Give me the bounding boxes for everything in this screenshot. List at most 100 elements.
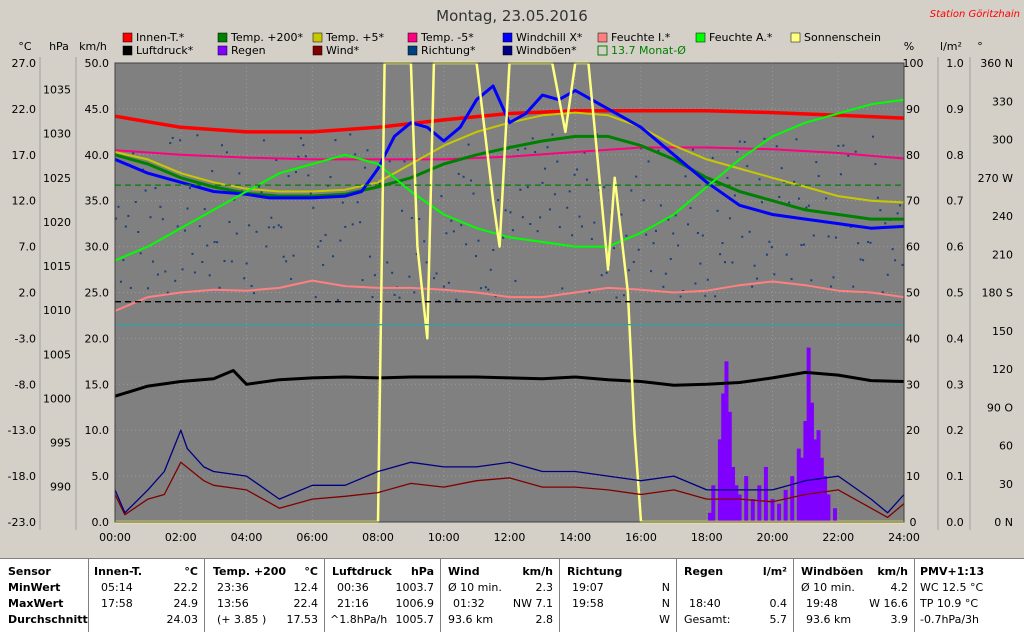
richtung-point: [571, 234, 574, 237]
legend-label: Wind*: [326, 44, 360, 57]
richtung-point: [410, 217, 413, 220]
tick-x: 00:00: [99, 531, 131, 544]
tick-degree: 270 W: [978, 172, 1013, 185]
legend-label: Feuchte A.*: [709, 31, 773, 44]
richtung-point: [184, 229, 187, 232]
regen-bar: [731, 466, 736, 522]
richtung-point: [272, 226, 275, 229]
legend-swatch: [122, 45, 133, 56]
series-line: [114, 461, 905, 519]
richtung-point: [854, 150, 857, 153]
unit-celsius: °C: [18, 40, 32, 53]
richtung-point: [336, 298, 339, 301]
tick-celsius: -8.0: [15, 378, 36, 391]
richtung-point: [391, 271, 394, 274]
richtung-point: [474, 255, 477, 258]
stats-pmv: PMV+1:13 WC 12.5 °C TP 10.9 °C -0.7hPa/3…: [915, 559, 1024, 632]
richtung-point: [344, 225, 347, 228]
richtung-point: [354, 153, 357, 156]
richtung-point: [807, 204, 810, 207]
richtung-point: [558, 226, 561, 229]
tick-lm2: 0.1: [946, 470, 964, 483]
richtung-point: [477, 239, 480, 242]
temp200-max-time: 13:56: [217, 597, 249, 610]
richtung-point: [852, 285, 855, 288]
regen-bar: [800, 457, 805, 522]
series-line: [114, 84, 905, 230]
richtung-point: [159, 205, 162, 208]
tick-lm2: 0.8: [946, 149, 964, 162]
richtung-point: [208, 274, 211, 277]
legend-label: Feuchte I.*: [611, 31, 671, 44]
tick-degree: 240: [992, 210, 1013, 223]
richtung-point: [287, 175, 290, 178]
richtung-point: [373, 274, 376, 277]
regen-bar: [809, 402, 814, 522]
richtung-point: [706, 278, 709, 281]
richtung-point: [553, 193, 556, 196]
richtung-point: [164, 270, 167, 273]
richtung-point: [830, 285, 833, 288]
wind-distance: 93.6 km: [448, 613, 494, 626]
legend-label: Sonnenschein: [804, 31, 881, 44]
richtung-point: [726, 176, 729, 179]
richtung-point: [825, 197, 828, 200]
richtung-point: [260, 191, 263, 194]
tick-kmh: 50.0: [85, 57, 110, 70]
tick-lm2: 0.7: [946, 195, 964, 208]
richtung-point: [837, 144, 840, 147]
tick-hpa: 990: [50, 481, 71, 494]
richtung-point: [423, 240, 426, 243]
richtung-point: [203, 208, 206, 211]
regen-bar: [757, 485, 762, 522]
richtung-point: [622, 294, 625, 297]
regen-bar: [708, 512, 713, 522]
richtung-point: [134, 200, 137, 203]
richtung-point: [687, 223, 690, 226]
luftdruck-trend: ^1.8hPa/h: [330, 613, 388, 626]
regen-bar: [806, 347, 811, 522]
richtung-point: [529, 222, 532, 225]
richtung-point: [359, 221, 362, 224]
richtung-point: [741, 235, 744, 238]
richtung-point: [339, 239, 342, 242]
richtung-point: [442, 285, 445, 288]
richtung-point: [139, 252, 142, 255]
innen-max-time: 17:58: [101, 597, 133, 610]
richtung-point: [174, 279, 177, 282]
regen-title: Regen: [684, 565, 724, 578]
tick-kmh: 0.0: [92, 516, 110, 529]
richtung-point: [677, 244, 680, 247]
innen-avg: 24.03: [166, 613, 199, 626]
regen-total-label: Gesamt:: [684, 613, 731, 626]
windboeen-distance: 93.6 km: [806, 613, 852, 626]
regen-bar: [721, 393, 726, 522]
tick-degree: 360 N: [980, 57, 1013, 70]
legend-item: Windböen*: [502, 44, 577, 57]
richtung-point: [225, 151, 228, 154]
richtung-point: [598, 189, 601, 192]
legend: Innen-T.* Temp. +200* Temp. +5* Temp. -5* Wi…: [122, 31, 881, 57]
richtung-point: [307, 174, 310, 177]
tick-percent: 60: [906, 241, 920, 254]
tick-percent: 70: [906, 195, 920, 208]
richtung-point: [793, 180, 796, 183]
richtung-point: [277, 224, 280, 227]
richtung-point: [627, 269, 630, 272]
legend-item: Temp. +200*: [217, 31, 304, 44]
tick-x: 02:00: [165, 531, 197, 544]
richtung-point: [620, 213, 623, 216]
richtung-point: [366, 149, 369, 152]
legend-item: Windchill X*: [502, 31, 583, 44]
richtung-point: [894, 259, 897, 262]
richtung-point: [230, 260, 233, 263]
richtung-point: [166, 291, 169, 294]
pmv-dewpoint: TP 10.9 °C: [920, 597, 979, 610]
richtung-point: [186, 207, 189, 210]
richtung-point: [213, 240, 216, 243]
series-line: [114, 146, 905, 161]
richtung-max: N: [661, 597, 670, 610]
tick-x: 18:00: [691, 531, 723, 544]
richtung-point: [248, 224, 251, 227]
richtung-point: [221, 144, 224, 147]
